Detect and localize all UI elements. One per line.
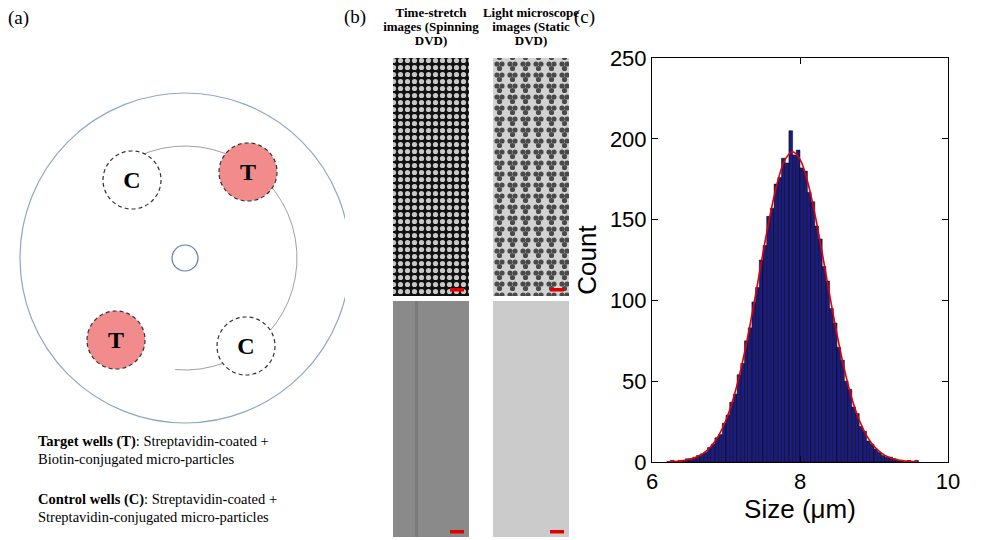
html-text:Time-stretch images (Spinning: Time-stretch images (Spinning DVD) bbox=[383, 5, 479, 48]
svg-text:150: 150 bbox=[610, 207, 647, 232]
svg-text:(a): (a) bbox=[8, 7, 29, 29]
svg-text:6: 6 bbox=[646, 469, 658, 494]
svg-text:100: 100 bbox=[610, 288, 647, 313]
html-text:Control wells (C): Streptavidi: Control wells (C): Streptavidin-coated +… bbox=[38, 491, 278, 525]
svg-text:C: C bbox=[123, 167, 140, 193]
svg-text:50: 50 bbox=[622, 369, 646, 394]
svg-text:Count: Count bbox=[572, 225, 602, 295]
svg-text:200: 200 bbox=[610, 127, 647, 152]
html-text:(b): (b) bbox=[344, 6, 367, 27]
html-text:Target wells (T): Streptavidin: Target wells (T): Streptavidin-coated + … bbox=[38, 433, 269, 467]
svg-text:Size (μm): Size (μm) bbox=[744, 494, 856, 524]
svg-text:C: C bbox=[237, 333, 254, 359]
svg-text:T: T bbox=[240, 159, 256, 185]
svg-text:250: 250 bbox=[610, 46, 647, 71]
svg-text:8: 8 bbox=[794, 469, 806, 494]
svg-text:0: 0 bbox=[634, 450, 646, 475]
svg-text:10: 10 bbox=[936, 469, 960, 494]
html-text:Light microscope images (Stati: Light microscope images (Static DVD) bbox=[482, 5, 580, 48]
svg-text:T: T bbox=[108, 327, 124, 353]
html-text:(c): (c) bbox=[574, 6, 596, 27]
